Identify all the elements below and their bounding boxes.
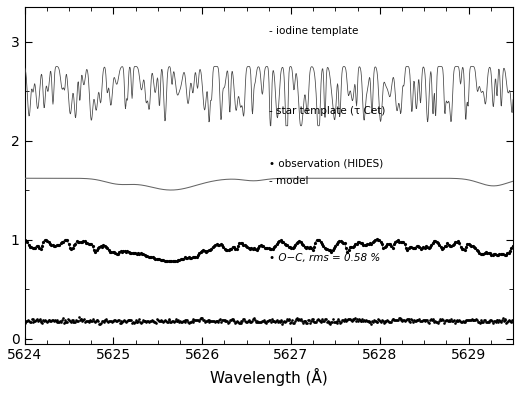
Text: - iodine template: - iodine template [269,26,358,35]
Text: - model: - model [269,176,308,186]
Text: • observation (HIDES): • observation (HIDES) [269,158,383,169]
X-axis label: Wavelength (Å): Wavelength (Å) [210,368,328,386]
Text: • O−C, rms = 0.58 %: • O−C, rms = 0.58 % [269,253,380,263]
Text: - star template (τ Cet): - star template (τ Cet) [269,107,385,116]
